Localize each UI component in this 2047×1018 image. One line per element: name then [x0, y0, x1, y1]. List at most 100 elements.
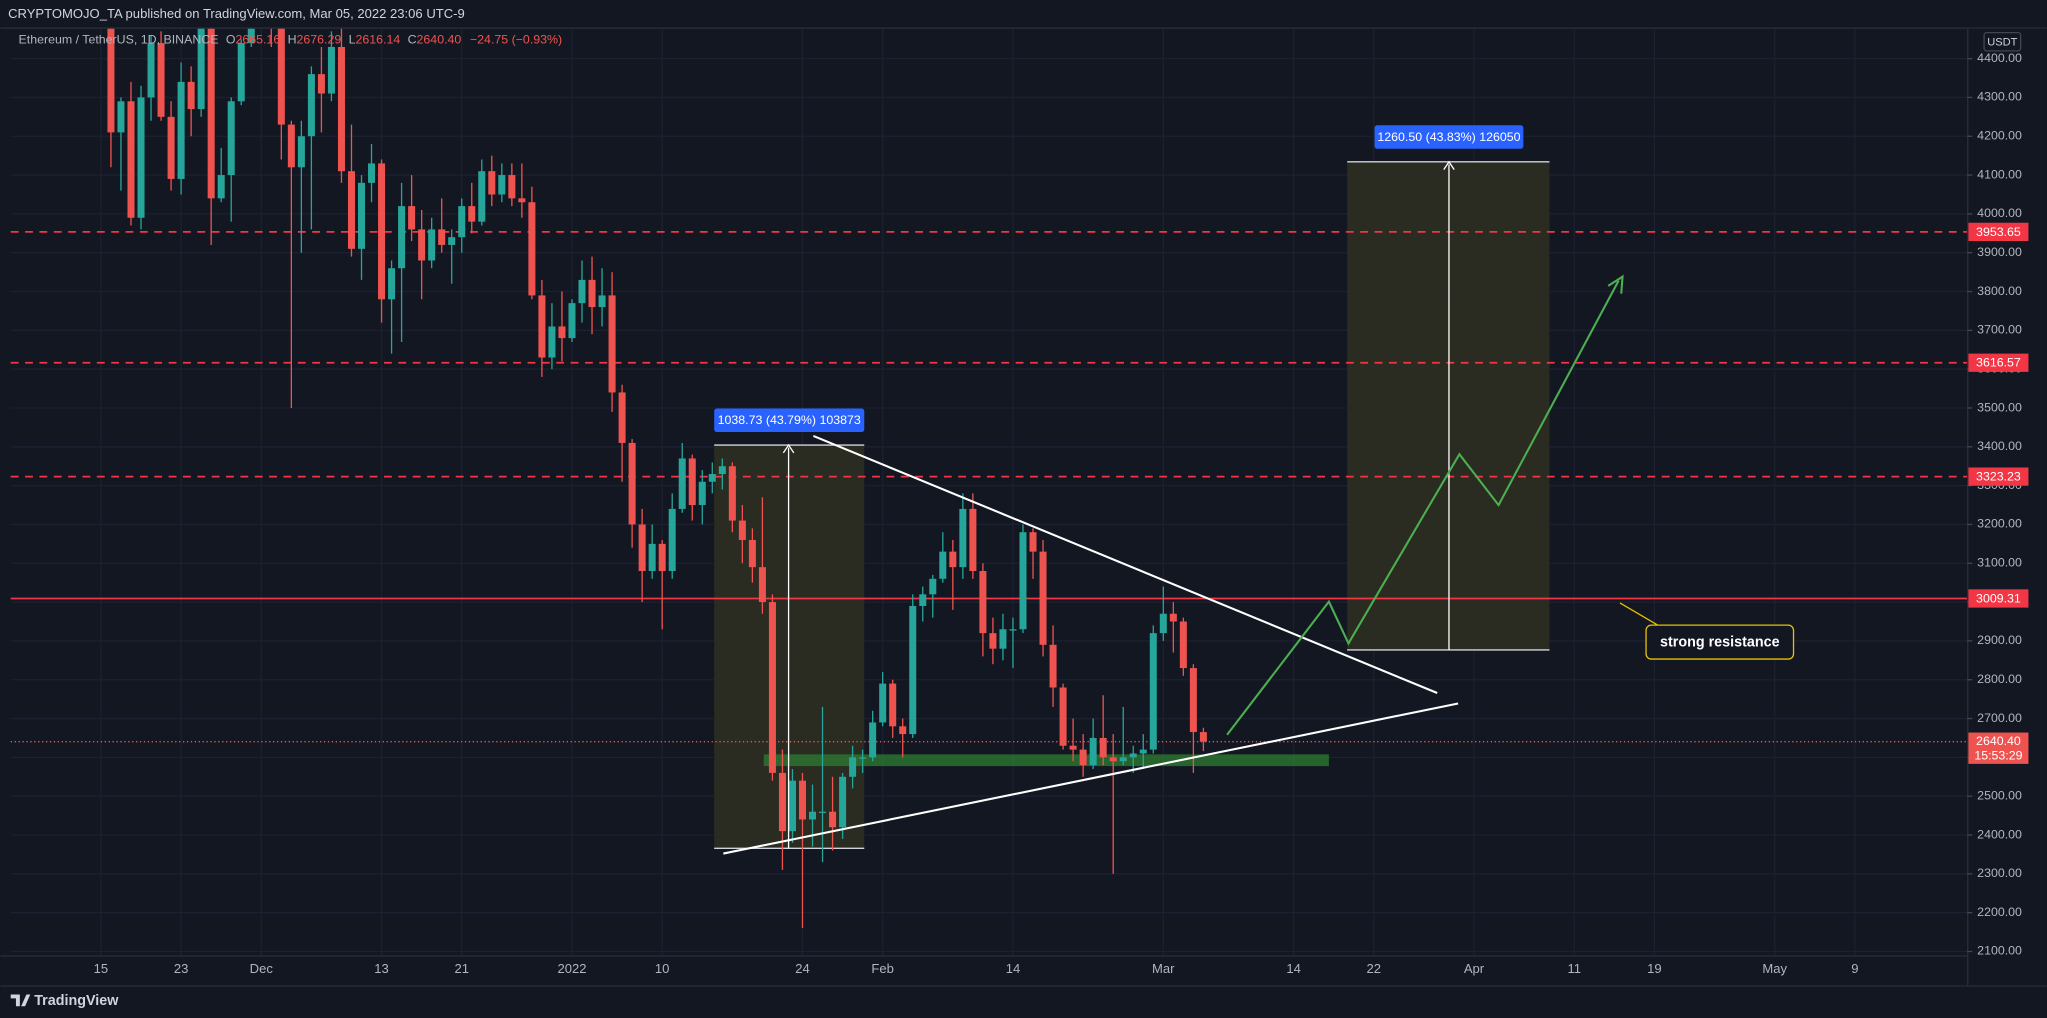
y-tick-label: 3100.00 [1977, 556, 2022, 570]
y-tick-label: 4100.00 [1977, 167, 2022, 181]
candle-body [498, 175, 506, 195]
candle-body [327, 46, 335, 94]
candle-body [738, 520, 746, 540]
note-pointer [1619, 602, 1659, 626]
candle-body [1029, 532, 1037, 552]
candle-body [889, 683, 897, 727]
candle-body [758, 567, 766, 603]
x-tick-label: May [1762, 961, 1787, 976]
y-tick-label: 4300.00 [1977, 90, 2022, 104]
candle-body [919, 594, 927, 606]
candle-body [217, 175, 225, 199]
x-tick-label: 9 [1851, 961, 1858, 976]
y-tick-label: 3900.00 [1977, 245, 2022, 259]
candle-body [418, 229, 426, 261]
candle-body [698, 481, 706, 506]
candle-body [778, 772, 786, 832]
candle-body [618, 392, 626, 443]
y-tick-label: 3400.00 [1977, 439, 2022, 453]
candle-body [468, 206, 476, 222]
price-tag-label: 3323.23 [1976, 470, 2021, 484]
candles [107, 28, 1207, 929]
candle-body [748, 539, 756, 568]
candle-body [939, 551, 947, 579]
candle-body [859, 757, 867, 759]
candle-body [1149, 633, 1157, 750]
axes: 2100.002200.002300.002400.002500.002600.… [94, 51, 2029, 976]
candle-body [337, 46, 345, 172]
candle-body [1049, 644, 1057, 688]
y-tick-label: 2500.00 [1977, 788, 2022, 802]
candle-body [408, 206, 416, 230]
y-tick-label: 2300.00 [1977, 866, 2022, 880]
candle-body [989, 633, 997, 649]
note-text: strong resistance [1660, 635, 1780, 651]
candle-body [197, 28, 205, 110]
price-tag [1968, 467, 2029, 486]
candle-body [648, 543, 656, 572]
currency-box[interactable] [1983, 31, 2022, 52]
candle-body [177, 81, 185, 179]
x-tick-label: 23 [174, 961, 189, 976]
candle-body [959, 508, 967, 568]
candle-body [688, 458, 696, 506]
candle-body [1199, 732, 1207, 742]
price-tag [1968, 222, 2029, 242]
candle-body [668, 508, 676, 572]
y-tick-label: 3800.00 [1977, 284, 2022, 298]
candle-body [508, 175, 516, 199]
support-zone [763, 754, 1329, 767]
symbol: Ethereum / TetherUS, 1D, BINANCE [19, 33, 219, 47]
footer: TradingView [10, 993, 119, 1009]
price-axis [1967, 28, 2047, 986]
candle-body [809, 811, 817, 820]
candle-body [528, 202, 536, 296]
candle-body [368, 163, 376, 183]
candle-body [157, 43, 165, 117]
candle-body [167, 116, 175, 179]
x-tick-label: 19 [1647, 961, 1662, 976]
ohlc-value: 2665.16 [235, 33, 280, 47]
candle-body [969, 508, 977, 572]
candle-body [568, 303, 576, 339]
candle-body [438, 229, 446, 245]
candle-body [638, 524, 646, 572]
candle-body [247, 28, 255, 44]
candle-body [378, 163, 386, 300]
candle-body [1139, 749, 1147, 754]
candle-body [548, 326, 556, 358]
candle-body [768, 602, 776, 773]
candle-body [388, 268, 396, 300]
candle-body [788, 780, 796, 832]
candle-body [428, 229, 436, 261]
measure-label: 1260.50 (43.83%) 126050 [1377, 130, 1520, 144]
candle-body [879, 683, 887, 723]
candle-body [628, 442, 636, 525]
grid [10, 28, 1968, 956]
arrow-head [782, 443, 795, 454]
candle-body [187, 81, 195, 110]
candle-body [1089, 737, 1097, 766]
measure-label: 1038.73 (43.79%) 103873 [718, 413, 861, 427]
ohlc-key: C [408, 33, 417, 47]
ohlc-value: 2676.29 [297, 33, 342, 47]
candle-body [127, 101, 135, 218]
candle-body [558, 326, 566, 339]
candle-body [1159, 613, 1167, 634]
price-tag-label: 3009.31 [1976, 591, 2021, 605]
x-tick-label: 24 [795, 961, 810, 976]
header-bar [0, 0, 2047, 28]
candle-body [899, 726, 907, 735]
ohlc-value: 2640.40 [417, 33, 462, 47]
candle-body [117, 101, 125, 133]
candle-body [999, 629, 1007, 649]
candle-body [237, 43, 245, 102]
measure-label-box [714, 408, 865, 432]
change: −24.75 (−0.93%) [470, 33, 562, 47]
projection-arrow-head [1607, 274, 1624, 294]
candle-body [718, 466, 726, 474]
candle-body [678, 458, 686, 509]
x-tick-label: 14 [1006, 961, 1021, 976]
candle-body [307, 74, 315, 137]
